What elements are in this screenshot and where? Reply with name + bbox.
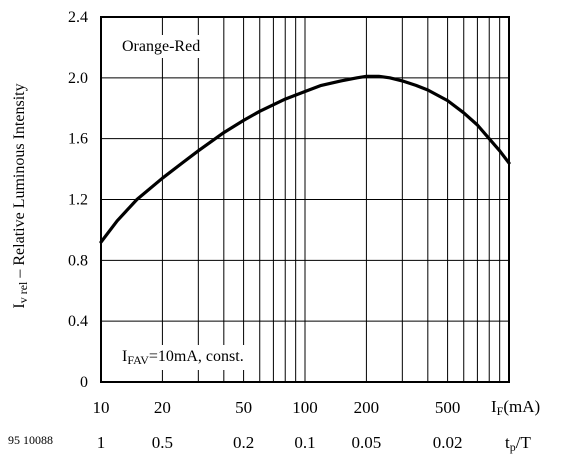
x-axis-label-sub: F (497, 404, 504, 418)
x2-axis-label-sub: p (510, 440, 516, 454)
grid (101, 17, 509, 382)
y-tick-label: 0.8 (68, 252, 88, 269)
y-tick-labels: 0 0.4 0.8 1.2 1.6 2.0 2.4 (68, 9, 88, 391)
y-axis-label: Iv rel – Relative Luminous Intensity (11, 83, 30, 308)
annotation-orange-red: Orange-Red (122, 38, 200, 55)
x2-tick-label: 0.5 (152, 433, 173, 452)
x-tick-label: 50 (235, 398, 252, 417)
y-tick-label: 2.0 (68, 70, 88, 87)
x-tick-label: 200 (354, 398, 380, 417)
x2-axis-label: tp/T (505, 433, 531, 454)
y-tick-label: 1.2 (68, 192, 88, 209)
y-axis-label-main: I (11, 303, 28, 308)
figure-id: 95 10088 (8, 433, 53, 447)
annotation-ifav-rest: =10mA, const. (149, 348, 244, 365)
x-axis-label-rest: (mA) (503, 397, 540, 416)
x-tick-label: 10 (93, 398, 110, 417)
x2-axis-label-main: t (505, 433, 510, 452)
y-tick-label: 1.6 (68, 131, 88, 148)
annotation-ifav-main: I (122, 348, 127, 365)
x2-tick-label: 1 (97, 433, 106, 452)
x2-axis-label-rest: /T (516, 433, 532, 452)
x2-tick-label: 0.1 (294, 433, 315, 452)
annotation-top-background (118, 35, 205, 58)
plot-frame (100, 16, 510, 383)
y-axis-label-rest: – Relative Luminous Intensity (11, 83, 28, 281)
y-tick-label: 0 (80, 374, 88, 391)
x-tick-labels: 10 20 50 100 200 500 (93, 398, 461, 417)
x2-tick-labels: 1 0.5 0.2 0.1 0.05 0.02 (97, 433, 463, 452)
x-tick-label: 100 (292, 398, 318, 417)
annotation-ifav-sub: FAV (127, 353, 149, 367)
x-tick-label: 500 (435, 398, 461, 417)
annotation-bottom-background (118, 345, 248, 370)
series-line (99, 74, 511, 244)
x2-tick-label: 0.05 (352, 433, 382, 452)
y-tick-label: 0.4 (68, 313, 88, 330)
x2-tick-label: 0.02 (433, 433, 463, 452)
curve-layer (99, 74, 511, 244)
x-tick-label: 20 (154, 398, 171, 417)
y-axis-label-sub: v rel (16, 281, 30, 303)
y-tick-label: 2.4 (68, 9, 88, 26)
x-axis-label-main: I (491, 397, 497, 416)
x-axis-label: IF(mA) (491, 397, 540, 418)
x2-tick-label: 0.2 (233, 433, 254, 452)
annotation-ifav: IFAV=10mA, const. (122, 348, 244, 367)
